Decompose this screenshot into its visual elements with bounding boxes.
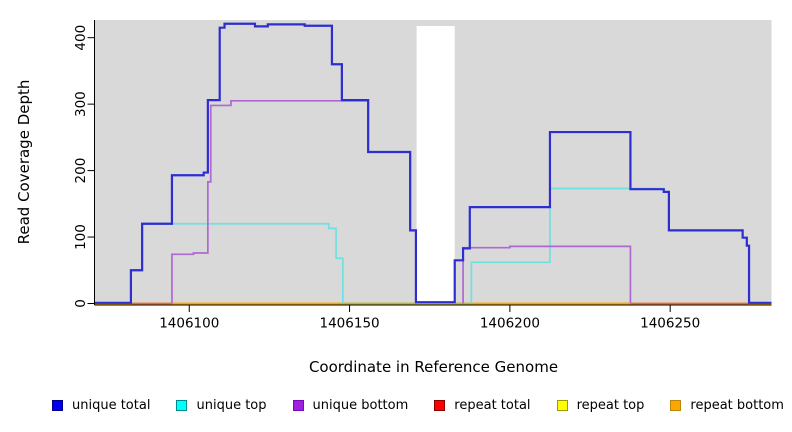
legend-item-repeat-top: repeat top: [556, 398, 645, 413]
legend-label: unique total: [72, 398, 151, 413]
legend-label: unique top: [196, 398, 267, 413]
y-tick-label: 300: [73, 91, 89, 117]
y-tick-label: 400: [73, 25, 89, 51]
legend-item-unique-top: unique top: [176, 398, 267, 413]
x-tick-label: 1406200: [480, 316, 540, 332]
legend-item-repeat-bottom: repeat bottom: [670, 398, 784, 413]
legend-swatch-unique-bottom: [292, 400, 304, 411]
legend-label: unique bottom: [312, 398, 409, 413]
legend-label: repeat top: [576, 398, 645, 413]
x-tick-label: 1406150: [320, 316, 380, 332]
gap-band: [416, 26, 455, 305]
legend-item-repeat-total: repeat total: [434, 398, 531, 413]
y-tick-label: 0: [73, 299, 89, 308]
x-tick-label: 1406100: [159, 316, 219, 332]
legend-swatch-repeat-bottom: [670, 400, 682, 411]
series-line-unique-total: [95, 22, 772, 304]
legend-swatch-unique-top: [176, 400, 188, 411]
legend-swatch-repeat-total: [434, 400, 446, 411]
legend-item-unique-total: unique total: [52, 398, 150, 413]
y-tick-label: 100: [73, 224, 89, 250]
y-tick-label: 200: [73, 158, 89, 184]
x-tick-label: 1406250: [640, 316, 700, 332]
y-axis-label: Read Coverage Depth: [15, 79, 33, 245]
legend-swatch-unique-total: [52, 400, 63, 411]
legend-label: repeat bottom: [690, 398, 784, 413]
legend-item-unique-bottom: unique bottom: [292, 398, 409, 413]
x-axis-label: Coordinate in Reference Genome: [308, 358, 559, 376]
legend-swatch-repeat-top: [556, 400, 568, 411]
legend-label: repeat total: [454, 398, 531, 413]
legend: unique total unique top unique bottom repea…: [52, 398, 784, 413]
